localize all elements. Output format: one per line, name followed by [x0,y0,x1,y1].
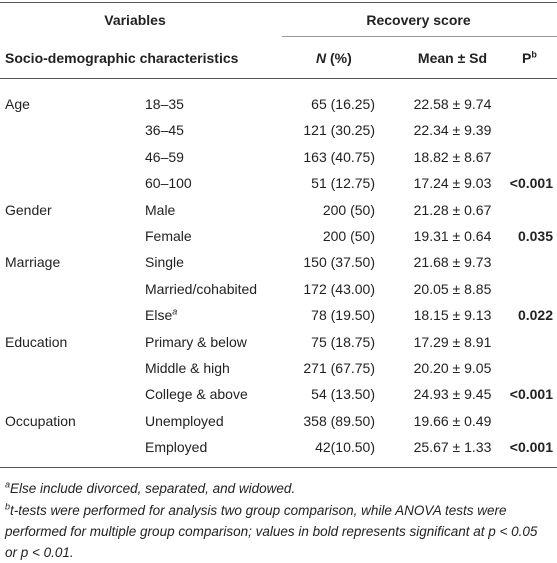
header-p: Pb [522,49,537,67]
level-cell: College & above [145,385,248,403]
n-cell: 271 (67.75) [303,360,375,376]
rule [0,78,557,79]
header-variables: Variables [104,12,166,28]
header-characteristics: Socio-demographic characteristics [5,50,239,66]
p-cell: 0.022 [517,307,553,324]
level-text: Primary & below [145,333,247,350]
level-cell: 60–100 [145,174,192,192]
mean-cell: 21.68 ± 9.73 [413,254,492,271]
level-cell: 18–35 [145,95,184,113]
mean-cell: 24.93 ± 9.45 [413,386,492,403]
mean-cell: 18.82 ± 8.67 [413,148,492,165]
mean-cell: 17.24 ± 9.03 [413,175,492,192]
header-n-rest: (%) [330,50,352,66]
group-cell: Education [5,333,68,350]
level-text: Unemployed [145,412,224,429]
n-cell: 54 (13.50) [311,386,375,403]
header-mean: Mean ± Sd [417,50,488,66]
n-cell: 200 (50) [322,201,375,218]
level-cell: Elsea [145,306,177,324]
header-recovery: Recovery score [366,12,471,28]
mean-cell: 19.31 ± 0.64 [413,228,492,244]
group-cell: Gender [5,201,52,218]
n-cell: 358 (89.50) [303,412,375,429]
level-text: Single [145,254,184,271]
level-cell: 36–45 [145,121,184,139]
level-cell: Single [145,253,184,271]
n-cell: 78 (19.50) [311,307,375,324]
rule [282,36,557,37]
n-cell: 121 (30.25) [303,122,375,139]
level-text: College & above [145,386,248,403]
level-text: Middle & high [145,360,230,376]
mean-cell: 22.34 ± 9.39 [413,122,492,139]
level-cell: Primary & below [145,333,247,351]
level-sup: a [172,306,178,317]
n-cell: 75 (18.75) [311,333,375,350]
p-cell: <0.001 [509,175,553,192]
footnote-marker: b [5,501,11,512]
header-p-text: P [522,50,532,66]
group-cell: Occupation [5,412,76,429]
n-cell: 200 (50) [322,228,375,244]
level-cell: Middle & high [145,359,230,377]
footnote-marker: a [5,479,11,490]
level-cell: Unemployed [145,412,224,430]
mean-cell: 20.05 ± 8.85 [413,280,492,297]
level-text: 46–59 [145,148,184,165]
n-cell: 163 (40.75) [303,148,375,165]
footnote: aElse include divorced, separated, and w… [5,478,553,499]
level-cell: Married/cohabited [145,280,257,298]
level-text: 60–100 [145,175,192,192]
level-cell: Employed [145,438,207,456]
header-p-sup: b [531,49,537,60]
mean-cell: 22.58 ± 9.74 [413,96,492,112]
n-cell: 65 (16.25) [311,96,375,112]
p-cell: <0.001 [509,439,553,456]
mean-cell: 18.15 ± 9.13 [413,307,492,324]
p-cell: 0.035 [517,228,553,244]
header-n-italic: N [316,50,327,66]
group-cell: Marriage [5,254,61,271]
footnote: bt-tests were performed for analysis two… [5,500,553,563]
level-text: Married/cohabited [145,280,258,297]
level-cell: Female [145,227,192,245]
n-cell: 150 (37.50) [303,254,375,271]
n-cell: 172 (43.00) [303,280,375,297]
rule [0,2,557,3]
n-cell: 42(10.50) [315,439,375,456]
mean-cell: 17.29 ± 8.91 [413,333,492,350]
footnote-text: t-tests were performed for analysis two … [5,503,538,560]
level-text: 36–45 [145,122,184,139]
group-cell: Age [5,96,30,112]
level-cell: 46–59 [145,148,184,166]
n-cell: 51 (12.75) [311,175,375,192]
level-text: Female [145,228,192,244]
header-n: N (%) [316,49,352,67]
rule [0,467,557,468]
level-text: Male [145,201,176,218]
mean-cell: 19.66 ± 0.49 [413,412,492,429]
mean-cell: 21.28 ± 0.67 [413,201,492,218]
mean-cell: 25.67 ± 1.33 [413,439,492,456]
level-text: 18–35 [145,96,184,112]
mean-cell: 20.20 ± 9.05 [413,360,492,376]
p-cell: <0.001 [509,386,553,403]
level-cell: Male [145,201,175,219]
level-text: Employed [145,439,208,456]
footnote-text: Else include divorced, separated, and wi… [10,481,296,496]
level-text: Else [145,307,173,324]
